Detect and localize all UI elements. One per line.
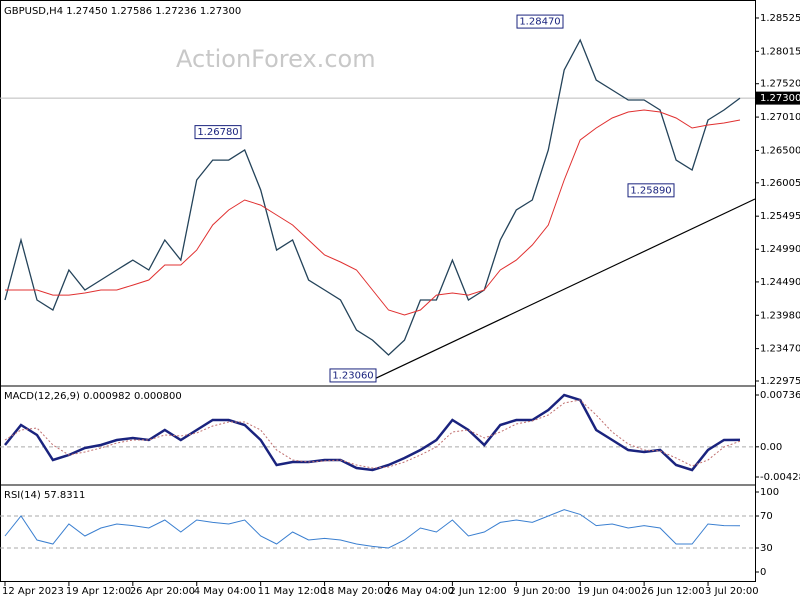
y-tick-label: 1.22975 <box>760 376 800 387</box>
annotation-label: 1.25890 <box>630 185 671 196</box>
panel-title: RSI(14) 57.8311 <box>4 490 85 501</box>
series-line <box>4 399 741 469</box>
watermark: ActionForex.com <box>176 45 376 73</box>
x-tick-label: 26 Jun 12:00 <box>641 586 705 597</box>
y-tick-label: -0.004286 <box>760 472 800 483</box>
series-line <box>4 393 741 472</box>
annotation-label: 1.28470 <box>519 17 560 28</box>
series-line <box>4 509 741 549</box>
y-tick-label: 1.27520 <box>760 79 800 90</box>
y-tick-label: 0.00 <box>760 442 782 453</box>
x-tick-label: 19 Apr 12:00 <box>66 586 131 597</box>
y-tick-label: 1.24990 <box>760 244 800 255</box>
y-tick-label: 1.28525 <box>760 13 800 24</box>
x-tick-label: 12 Apr 2023 <box>2 586 64 597</box>
y-tick-label: 1.26005 <box>760 178 800 189</box>
x-tick-label: 18 May 20:00 <box>322 586 391 597</box>
y-tick-label: 1.28015 <box>760 46 800 57</box>
trend-line <box>369 198 756 382</box>
y-tick-label: 1.27010 <box>760 112 800 123</box>
y-tick-label: 1.25495 <box>760 211 800 222</box>
panel-title: MACD(12,26,9) 0.000982 0.000800 <box>4 391 182 402</box>
y-tick-label: 1.23470 <box>760 344 800 355</box>
annotation-box <box>329 368 377 383</box>
x-tick-label: 4 May 04:00 <box>194 586 256 597</box>
last-price-box <box>756 91 800 105</box>
y-tick-label: 1.23980 <box>760 310 800 321</box>
y-tick-label: 30 <box>760 543 773 554</box>
x-tick-label: 26 May 04:00 <box>385 586 454 597</box>
x-tick-label: 3 Jul 20:00 <box>705 586 759 597</box>
annotation-box <box>627 183 675 198</box>
x-tick-label: 19 Jun 04:00 <box>577 586 641 597</box>
series-line <box>5 109 741 316</box>
x-tick-label: 11 May 12:00 <box>258 586 327 597</box>
last-price-label: 1.27300 <box>760 93 800 104</box>
y-tick-label: 1.24490 <box>760 277 800 288</box>
y-tick-label: 0.007366 <box>760 390 800 401</box>
y-tick-label: 1.26500 <box>760 145 800 156</box>
annotation-label: 1.26780 <box>197 127 238 138</box>
x-tick-label: 26 Apr 20:00 <box>130 586 195 597</box>
annotation-box <box>516 14 564 29</box>
series-line <box>4 38 741 356</box>
panel-title: GBPUSD,H4 1.27450 1.27586 1.27236 1.2730… <box>4 6 241 17</box>
annotation-label: 1.23060 <box>332 370 373 381</box>
x-tick-label: 9 Jun 20:00 <box>513 586 570 597</box>
frame <box>0 0 756 582</box>
y-tick-label: 70 <box>760 511 773 522</box>
y-tick-label: 0 <box>760 567 766 578</box>
x-tick-label: 2 Jun 12:00 <box>449 586 506 597</box>
annotation-box <box>194 125 242 140</box>
y-tick-label: 100 <box>760 487 779 498</box>
